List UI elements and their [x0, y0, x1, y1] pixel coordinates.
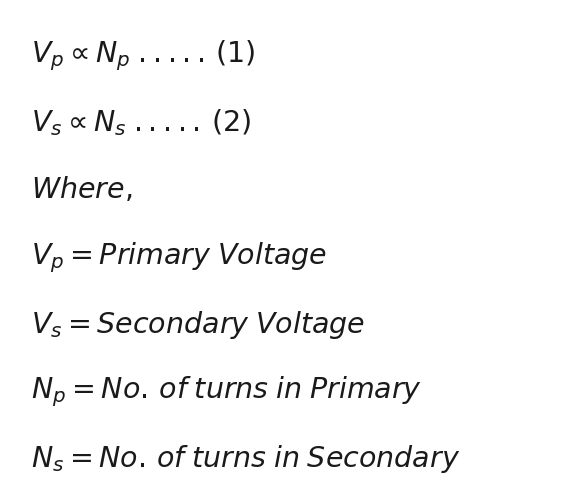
Text: $Where,$: $Where,$: [31, 175, 132, 204]
Text: $N_p = No.\,of\;turns\;in\;Primary$: $N_p = No.\,of\;turns\;in\;Primary$: [31, 374, 422, 408]
Text: $V_p = Primary\;Voltage$: $V_p = Primary\;Voltage$: [31, 240, 327, 274]
Text: $N_s = No.\,of\;turns\;in\;Secondary$: $N_s = No.\,of\;turns\;in\;Secondary$: [31, 443, 460, 474]
Text: $V_s \propto N_s \;.....\,(2)$: $V_s \propto N_s \;.....\,(2)$: [31, 107, 251, 138]
Text: $V_s = Secondary\;Voltage$: $V_s = Secondary\;Voltage$: [31, 308, 365, 340]
Text: $V_p \propto N_p \;.....\,(1)$: $V_p \propto N_p \;.....\,(1)$: [31, 38, 256, 72]
